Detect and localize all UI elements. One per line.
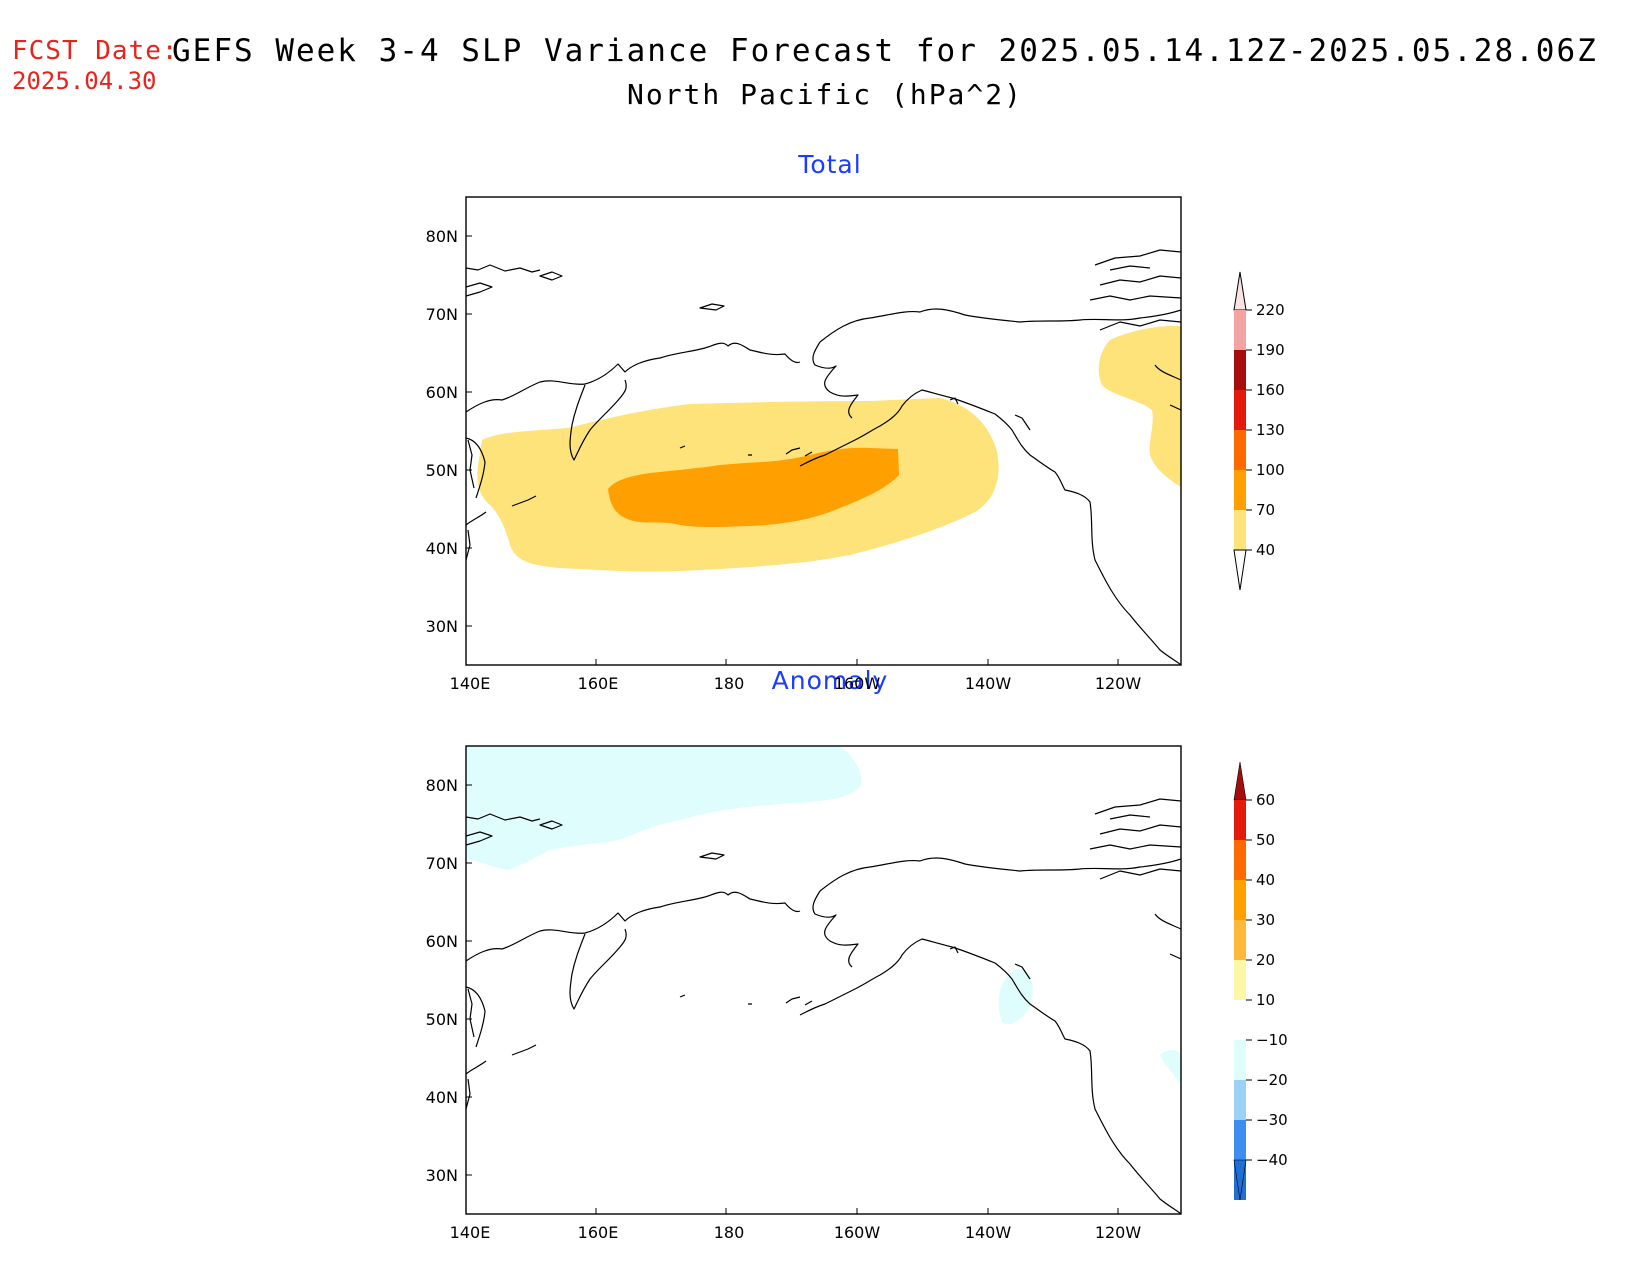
- anomaly-lat-label: 60N: [426, 932, 458, 951]
- colorbar-label: 160: [1256, 381, 1285, 399]
- anomaly-lon-label: 140W: [965, 1223, 1012, 1242]
- total-lon-label: 160E: [578, 674, 619, 693]
- colorbar-label: 20: [1256, 951, 1275, 969]
- colorbar-label: 220: [1256, 301, 1285, 319]
- colorbar-swatch: [1234, 510, 1246, 550]
- colorbar-swatch: [1234, 350, 1246, 390]
- colorbar-label: 10: [1256, 991, 1275, 1009]
- anomaly-colorbar: 60 50 40 30 20 10 −10 −20 −30 −40: [1233, 761, 1288, 1201]
- colorbar-swatch: [1234, 1040, 1246, 1080]
- anomaly-lon-label: 160E: [578, 1223, 619, 1242]
- colorbar-swatch: [1234, 1000, 1246, 1040]
- total-lat-label: 60N: [426, 383, 458, 402]
- total-lon-label: 140W: [965, 674, 1012, 693]
- colorbar-swatch: [1234, 310, 1246, 350]
- colorbar-label: 50: [1256, 831, 1275, 849]
- page-subtitle: North Pacific (hPa^2): [626, 78, 1023, 111]
- anomaly-lat-label: 70N: [426, 854, 458, 873]
- anomaly-lat-label: 50N: [426, 1010, 458, 1029]
- colorbar-swatch: [1234, 430, 1246, 470]
- anomaly-panel-title: Anomaly: [771, 666, 889, 695]
- colorbar-label: 190: [1256, 341, 1285, 359]
- colorbar-swatch: [1234, 390, 1246, 430]
- anomaly-lon-label: 160W: [834, 1223, 881, 1242]
- total-lon-label: 180: [714, 674, 745, 693]
- total-lon-label: 140E: [450, 674, 491, 693]
- total-lon-label: 160W: [834, 674, 881, 693]
- total-lat-label: 70N: [426, 305, 458, 324]
- colorbar-label: −30: [1256, 1111, 1288, 1129]
- anomaly-colorbar-bottom-arrow: [1233, 1159, 1247, 1201]
- colorbar-swatch: [1234, 470, 1246, 510]
- forecast-date-label: FCST Date:: [12, 36, 179, 66]
- colorbar-label: 100: [1256, 461, 1285, 479]
- colorbar-swatch: [1234, 1120, 1246, 1160]
- anomaly-shading-neg10-arctic: [466, 746, 862, 870]
- anomaly-lon-label: 120W: [1095, 1223, 1142, 1242]
- total-map: 80N 70N 60N 50N 40N 30N 140E 160E 180 16…: [426, 196, 1182, 693]
- anomaly-lon-label: 140E: [450, 1223, 491, 1242]
- anomaly-shading-neg10-east: [1160, 1050, 1181, 1085]
- total-lat-label: 80N: [426, 227, 458, 246]
- anomaly-shading-neg10-coast: [998, 969, 1033, 1025]
- total-panel-title: Total: [798, 150, 862, 179]
- anomaly-lon-label: 180: [714, 1223, 745, 1242]
- anomaly-lat-label: 80N: [426, 776, 458, 795]
- colorbar-label: 30: [1256, 911, 1275, 929]
- total-shading-70: [608, 447, 899, 527]
- forecast-date-value: 2025.04.30: [12, 67, 157, 95]
- colorbar-swatch: [1234, 840, 1246, 880]
- anomaly-lat-label: 30N: [426, 1166, 458, 1185]
- colorbar-label: 60: [1256, 791, 1275, 809]
- anomaly-lat-label: 40N: [426, 1088, 458, 1107]
- total-lon-label: 120W: [1095, 674, 1142, 693]
- total-colorbar-bottom-arrow: [1233, 549, 1247, 591]
- total-lat-label: 50N: [426, 461, 458, 480]
- colorbar-swatch: [1234, 920, 1246, 960]
- colorbar-label: −10: [1256, 1031, 1288, 1049]
- colorbar-label: −20: [1256, 1071, 1288, 1089]
- colorbar-label: 40: [1256, 541, 1275, 559]
- colorbar-label: −40: [1256, 1151, 1288, 1169]
- total-shading-40-east: [1098, 325, 1181, 487]
- page-title: GEFS Week 3-4 SLP Variance Forecast for …: [172, 33, 1598, 69]
- colorbar-swatch: [1234, 1080, 1246, 1120]
- colorbar-swatch: [1234, 880, 1246, 920]
- anomaly-colorbar-top-arrow: [1233, 761, 1247, 801]
- total-colorbar-top-arrow: [1233, 271, 1247, 311]
- anomaly-map: 80N 70N 60N 50N 40N 30N 140E 160E 180 16…: [426, 745, 1182, 1242]
- colorbar-swatch: [1234, 800, 1246, 840]
- total-lat-label: 40N: [426, 539, 458, 558]
- colorbar-label: 70: [1256, 501, 1275, 519]
- colorbar-swatch: [1234, 960, 1246, 1000]
- colorbar-label: 40: [1256, 871, 1275, 889]
- total-colorbar: 220 190 160 130 100 70 40: [1233, 271, 1285, 591]
- colorbar-label: 130: [1256, 421, 1285, 439]
- total-lat-label: 30N: [426, 617, 458, 636]
